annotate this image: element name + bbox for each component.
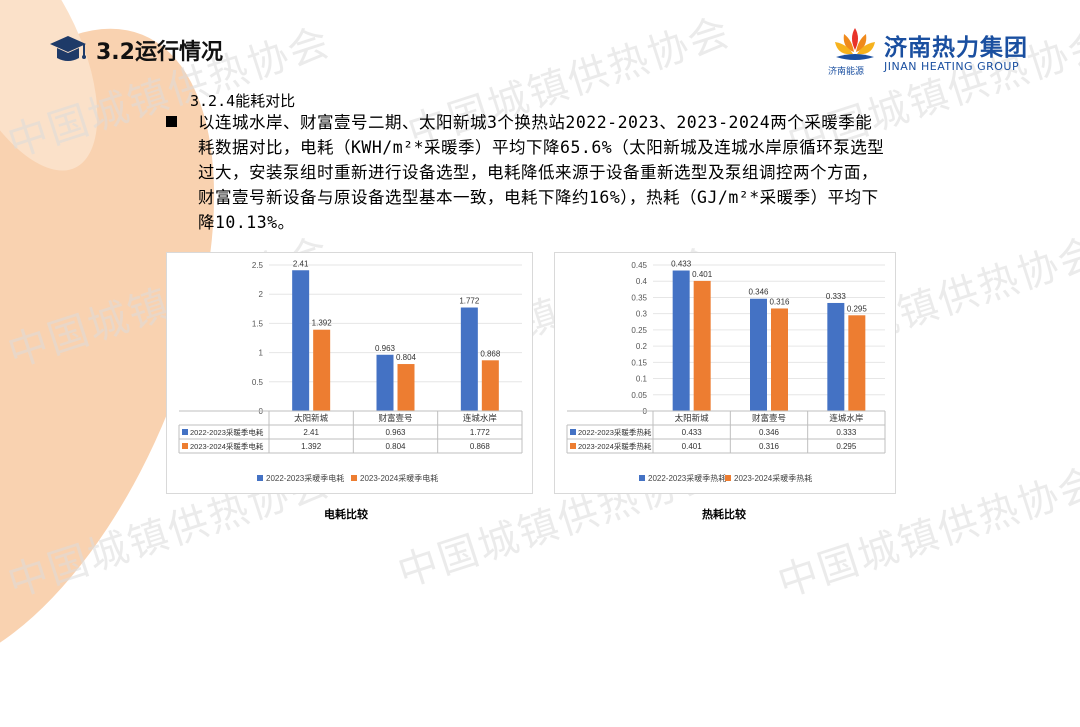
lotus-flame-icon	[835, 28, 875, 60]
bullet-square-icon	[166, 116, 177, 127]
y-tick-label: 0.15	[631, 358, 647, 367]
x-category-label: 财富壹号	[378, 413, 412, 423]
legend-label: 2022-2023采暖季电耗	[266, 473, 344, 483]
electricity-chart-caption: 电耗比较	[324, 508, 368, 521]
data-label: 0.433	[671, 260, 692, 269]
bar-2	[481, 360, 499, 411]
table-series-name: 2022-2023采暖季电耗	[190, 427, 264, 437]
heat-chart-panel: 00.050.10.150.20.250.30.350.40.450.4330.…	[554, 252, 896, 494]
table-legend-key	[570, 443, 576, 449]
bar-1	[460, 307, 478, 411]
data-label: 0.963	[375, 344, 396, 353]
bar-2	[848, 315, 866, 411]
x-category-label: 连城水岸	[829, 413, 864, 423]
x-category-label: 连城水岸	[463, 413, 498, 423]
logo-company-name: 济南热力集团	[884, 35, 1028, 61]
heat-chart-caption: 热耗比较	[702, 508, 746, 521]
data-label: 1.772	[459, 297, 480, 306]
y-tick-label: 0.25	[631, 326, 647, 335]
section-paragraph: 以连城水岸、财富壹号二期、太阳新城3个换热站2022-2023、2023-202…	[198, 113, 885, 232]
electricity-chart: 00.511.522.52.411.3920.9630.8041.7720.86…	[178, 259, 523, 483]
heat-chart: 00.050.10.150.20.250.30.350.40.450.4330.…	[566, 260, 886, 483]
logo-company-english: JINAN HEATING GROUP	[884, 60, 1020, 73]
data-label: 0.333	[826, 292, 847, 301]
y-tick-label: 0.45	[631, 261, 647, 270]
table-cell-value: 0.346	[759, 428, 780, 437]
electricity-chart-panel: 00.511.522.52.411.3920.9630.8041.7720.86…	[166, 252, 533, 494]
table-legend-key	[182, 443, 188, 449]
bar-2	[397, 364, 415, 411]
graduation-cap-icon	[50, 36, 86, 61]
y-tick-label: 0.1	[636, 375, 648, 384]
y-tick-label: 0.5	[252, 378, 264, 387]
y-tick-label: 0.35	[631, 293, 647, 302]
table-series-name: 2023-2024采暖季热耗	[578, 441, 652, 451]
table-cell-value: 0.963	[385, 428, 406, 437]
table-cell-value: 0.804	[385, 442, 406, 451]
table-legend-key	[570, 429, 576, 435]
x-category-label: 太阳新城	[675, 413, 710, 423]
y-tick-label: 2.5	[252, 261, 264, 270]
page-title: 3.2运行情况	[96, 40, 223, 65]
legend-swatch	[257, 475, 263, 481]
x-category-label: 财富壹号	[752, 413, 786, 423]
y-tick-label: 1.5	[252, 319, 264, 328]
table-legend-key	[182, 429, 188, 435]
bar-2	[313, 329, 331, 411]
y-tick-label: 2	[259, 290, 264, 299]
table-cell-value: 0.401	[682, 442, 703, 451]
y-tick-label: 0.2	[636, 342, 648, 351]
data-label: 0.346	[748, 288, 769, 297]
data-label: 0.401	[692, 270, 713, 279]
table-cell-value: 0.316	[759, 442, 780, 451]
company-logo: 济南能源 济南热力集团 JINAN HEATING GROUP	[826, 24, 1046, 84]
legend-label: 2023-2024采暖季热耗	[734, 473, 812, 483]
bar-1	[750, 298, 767, 411]
legend-label: 2023-2024采暖季电耗	[360, 473, 438, 483]
bar-2	[693, 280, 711, 411]
legend-swatch	[639, 475, 645, 481]
logo-subbrand: 济南能源	[828, 67, 865, 77]
y-tick-label: 1	[259, 349, 264, 358]
table-cell-value: 1.392	[301, 442, 322, 451]
y-tick-label: 0.4	[636, 277, 648, 286]
data-label: 0.295	[847, 304, 868, 313]
data-label: 2.41	[293, 259, 309, 268]
y-tick-label: 0.3	[636, 310, 648, 319]
table-cell-value: 0.295	[836, 442, 857, 451]
bar-1	[827, 302, 845, 411]
section-heading: 3.2.4能耗对比	[190, 92, 296, 110]
table-series-name: 2023-2024采暖季电耗	[190, 441, 264, 451]
table-cell-value: 0.433	[682, 428, 703, 437]
data-label: 0.868	[480, 349, 501, 358]
data-label: 1.392	[312, 319, 333, 328]
data-label: 0.316	[769, 297, 790, 306]
data-label: 0.804	[396, 353, 417, 362]
bar-1	[376, 354, 394, 411]
table-cell-value: 1.772	[470, 428, 491, 437]
table-cell-value: 0.333	[836, 428, 857, 437]
legend-swatch	[725, 475, 731, 481]
legend-label: 2022-2023采暖季热耗	[648, 473, 726, 483]
bar-1	[292, 270, 310, 411]
legend-swatch	[351, 475, 357, 481]
y-tick-label: 0.05	[631, 391, 647, 400]
table-series-name: 2022-2023采暖季热耗	[578, 427, 652, 437]
x-category-label: 太阳新城	[294, 413, 329, 423]
table-cell-value: 2.41	[303, 428, 319, 437]
bar-1	[672, 270, 690, 411]
bar-2	[771, 308, 788, 411]
table-cell-value: 0.868	[470, 442, 491, 451]
